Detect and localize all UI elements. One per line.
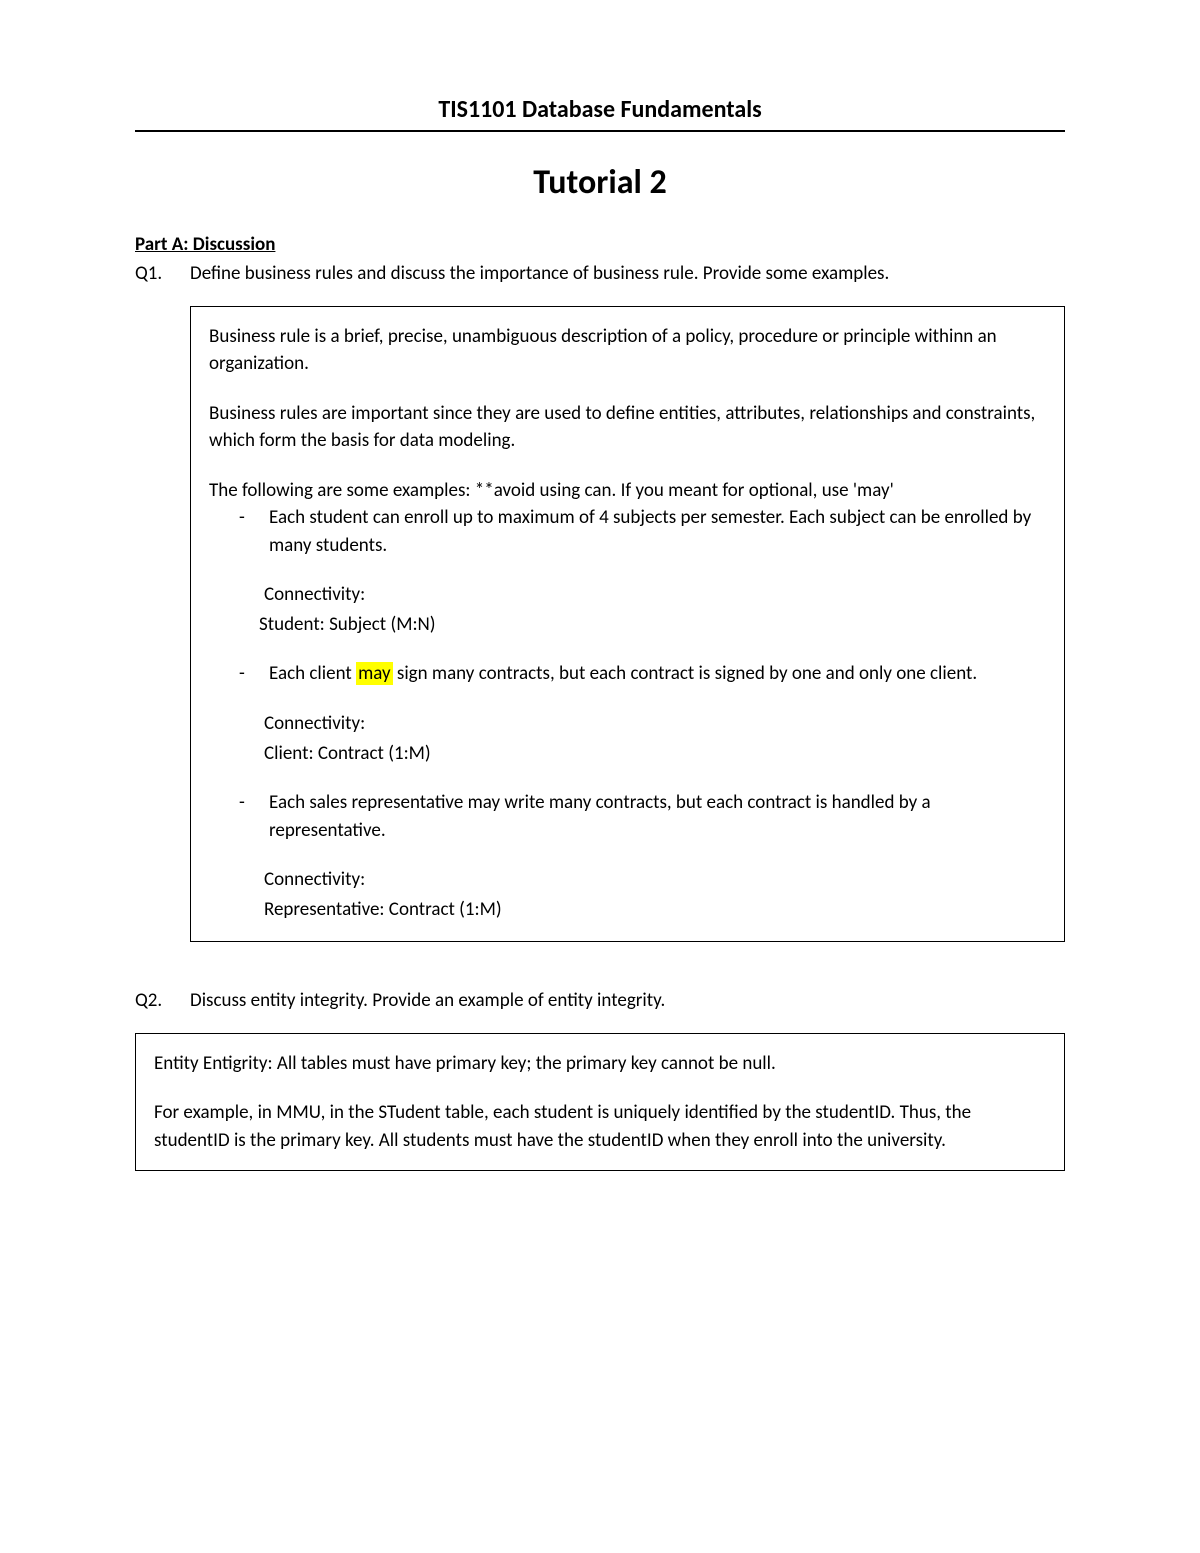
q1-b2-highlight: may xyxy=(356,662,393,685)
q1-text: Define business rules and discuss the im… xyxy=(190,260,1065,288)
q1-bullet-2: - Each client may sign many contracts, b… xyxy=(239,660,1046,688)
bullet-dash: - xyxy=(239,504,269,532)
q1-answer-box: Business rule is a brief, precise, unamb… xyxy=(190,306,1065,943)
q1-bullet-2-conn: Client: Contract (1:M) xyxy=(264,740,1046,768)
q2-answer-box: Entity Entigrity: All tables must have p… xyxy=(135,1033,1065,1172)
q1-answer-p2: Business rules are important since they … xyxy=(209,400,1046,455)
part-a-heading: Part A: Discussion xyxy=(135,233,1065,256)
q1-bullet-3-text: Each sales representative may write many… xyxy=(269,789,1046,844)
bullet-dash: - xyxy=(239,789,269,817)
q2-row: Q2. Discuss entity integrity. Provide an… xyxy=(135,987,1065,1015)
q1-bullet-3-conn-label: Connectivity: xyxy=(264,866,1046,894)
q1-answer-p3: The following are some examples: **avoid… xyxy=(209,477,1046,505)
bullet-dash: - xyxy=(239,660,269,688)
q1-bullet-1-text: Each student can enroll up to maximum of… xyxy=(269,504,1046,559)
q1-row: Q1. Define business rules and discuss th… xyxy=(135,260,1065,288)
q2-answer-p1: Entity Entigrity: All tables must have p… xyxy=(154,1050,1046,1078)
tutorial-title: Tutorial 2 xyxy=(135,162,1065,203)
question-1: Q1. Define business rules and discuss th… xyxy=(135,260,1065,942)
q2-label: Q2. xyxy=(135,987,190,1015)
q1-bullet-1-conn-label: Connectivity: xyxy=(264,581,1046,609)
q1-b2-pre: Each client xyxy=(269,662,356,685)
q1-answer-p1: Business rule is a brief, precise, unamb… xyxy=(209,323,1046,378)
q1-bullet-3-conn: Representative: Contract (1:M) xyxy=(264,896,1046,924)
q1-bullet-1: - Each student can enroll up to maximum … xyxy=(239,504,1046,559)
q1-b2-post: sign many contracts, but each contract i… xyxy=(393,662,978,685)
question-2: Q2. Discuss entity integrity. Provide an… xyxy=(135,987,1065,1171)
q1-bullet-1-conn: Student: Subject (M:N) xyxy=(259,611,1046,639)
q1-bullet-2-text: Each client may sign many contracts, but… xyxy=(269,660,1046,688)
q2-text: Discuss entity integrity. Provide an exa… xyxy=(190,987,1065,1015)
q1-bullet-3: - Each sales representative may write ma… xyxy=(239,789,1046,844)
course-title: TIS1101 Database Fundamentals xyxy=(135,95,1065,132)
q2-answer-p2: For example, in MMU, in the STudent tabl… xyxy=(154,1099,1046,1154)
q1-label: Q1. xyxy=(135,260,190,288)
q1-bullet-2-conn-label: Connectivity: xyxy=(264,710,1046,738)
